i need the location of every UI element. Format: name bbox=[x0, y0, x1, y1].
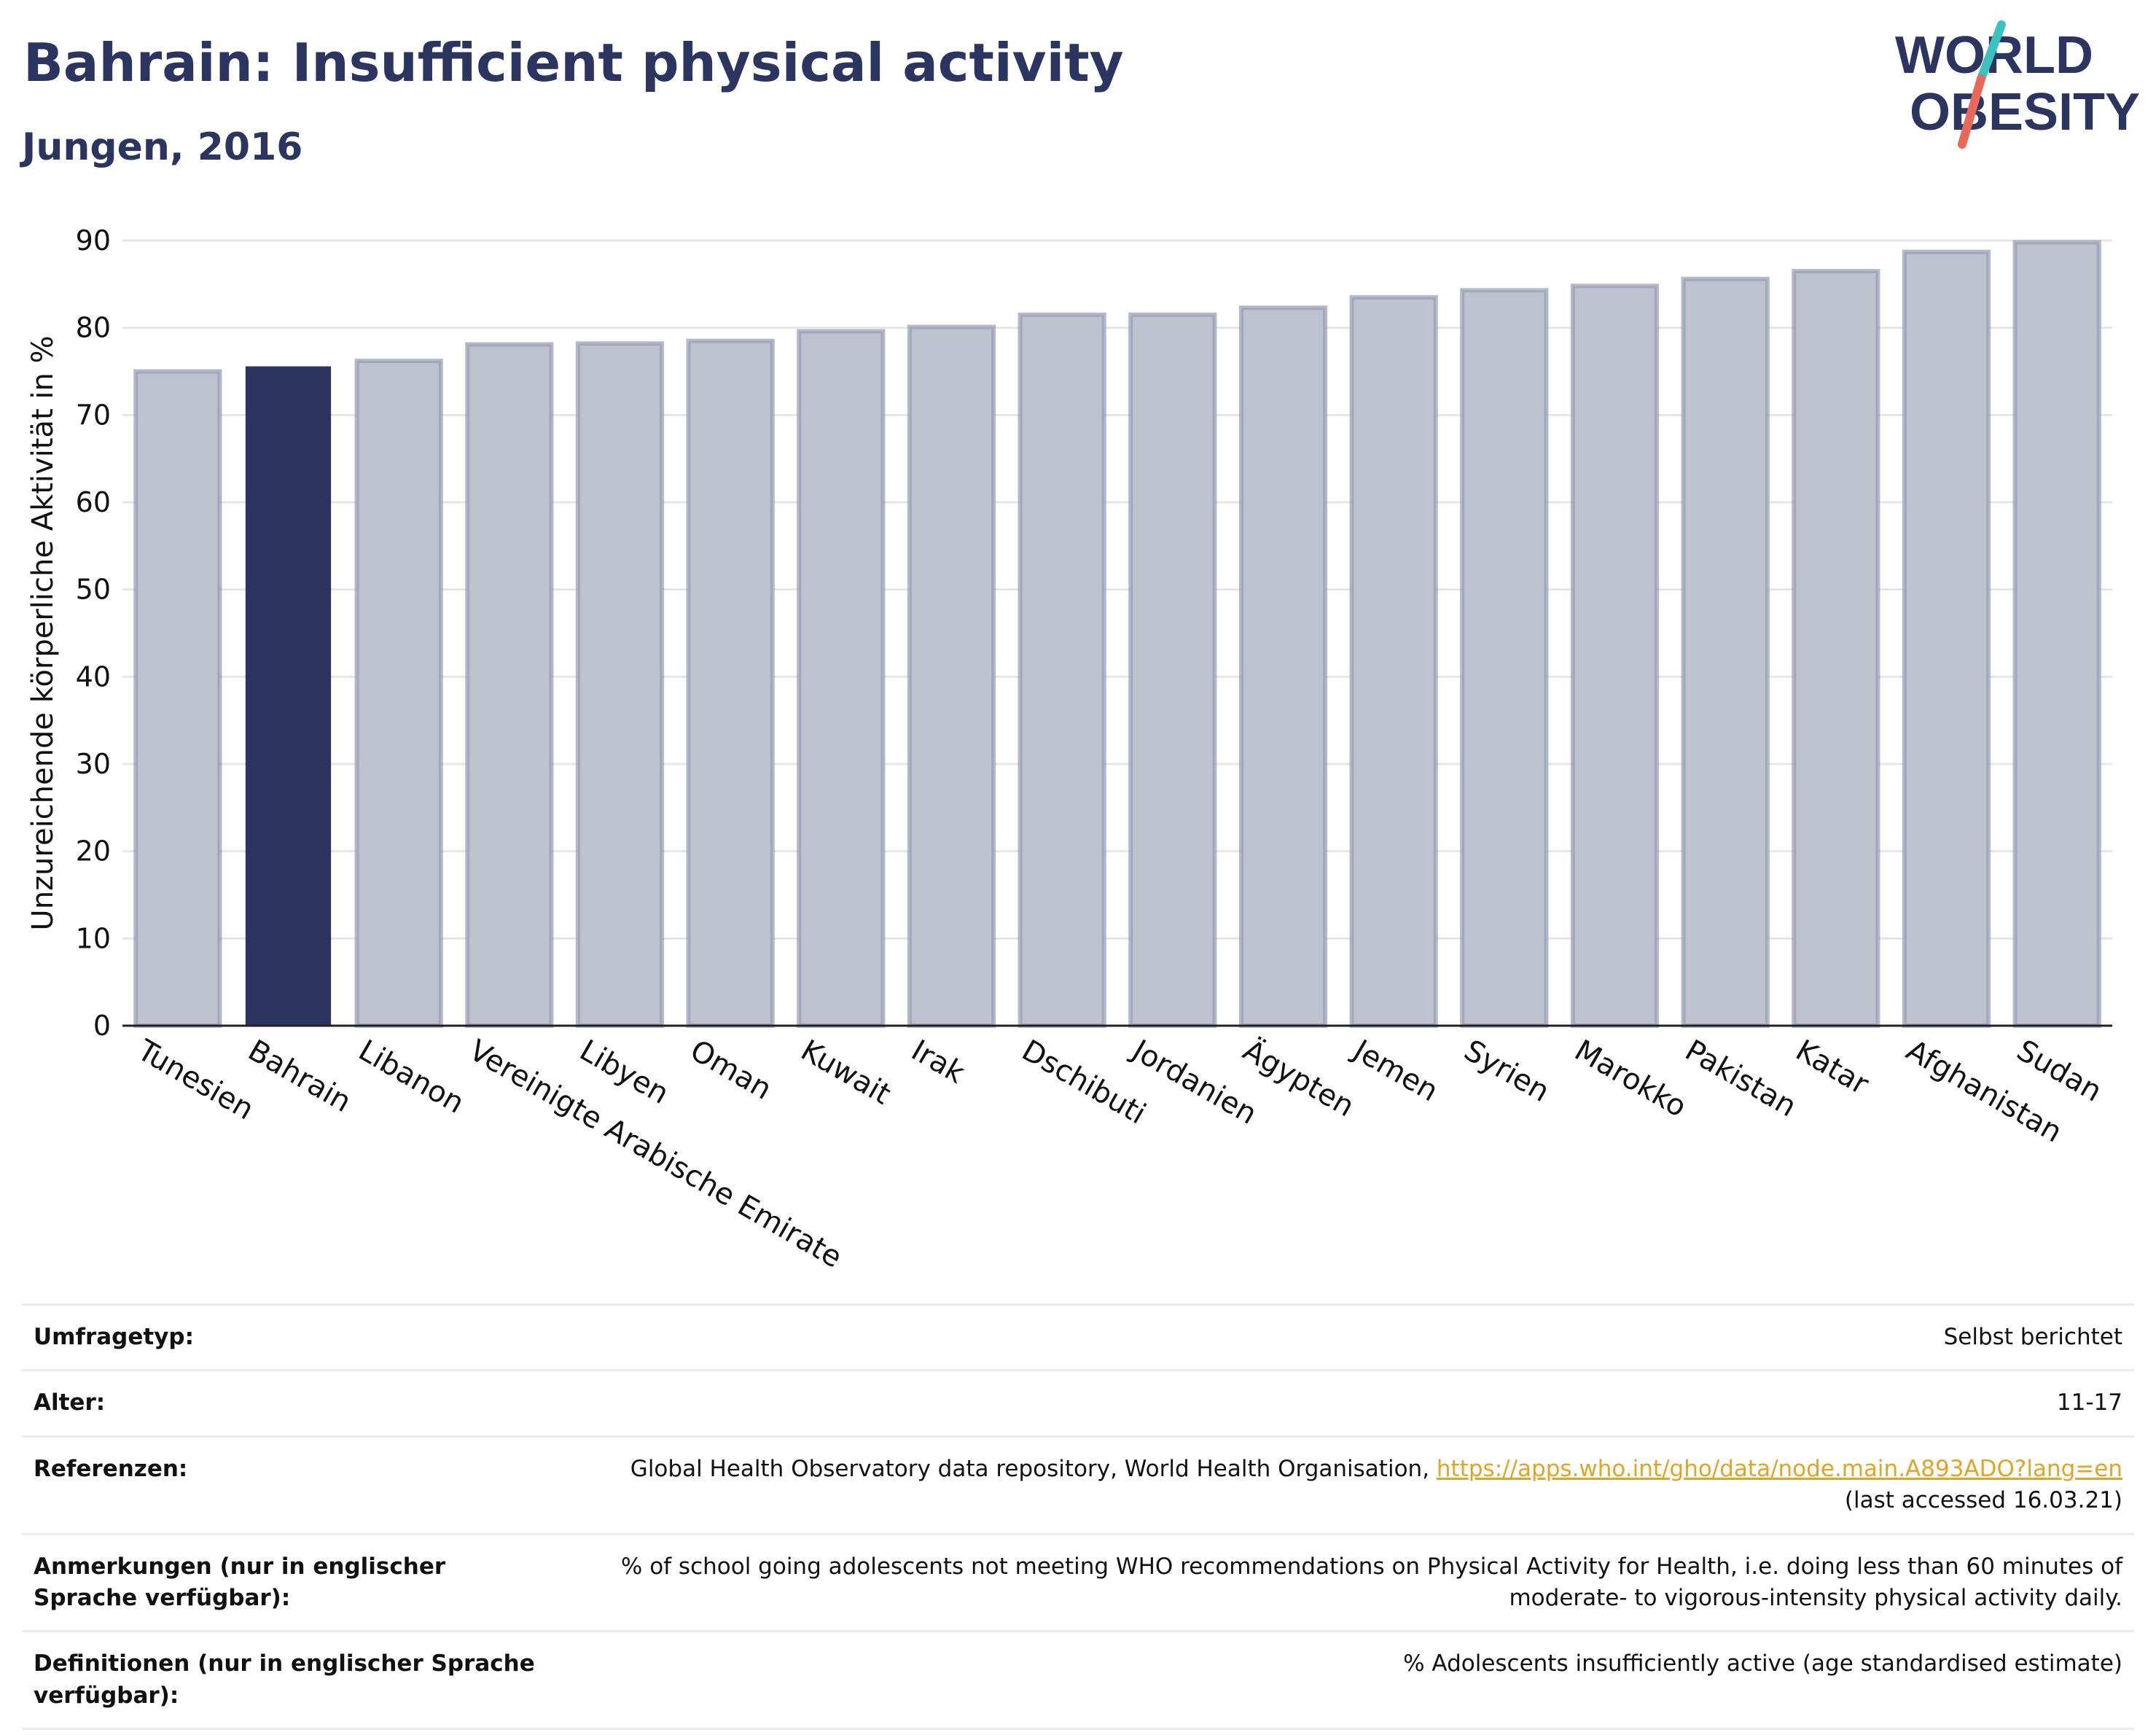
y-tick-label: 70 bbox=[76, 399, 111, 431]
survey-label: Umfragetyp: bbox=[34, 1324, 194, 1350]
x-tick-label: Vereinigte Arabische Emirate bbox=[464, 1034, 848, 1268]
bar-marokko bbox=[1570, 284, 1660, 1028]
bar-bahrain bbox=[245, 366, 332, 1026]
y-tick-label: 40 bbox=[76, 660, 111, 693]
logo-slash-bottom bbox=[1958, 74, 1985, 149]
bar-libanon bbox=[354, 359, 443, 1028]
info-row-notes: Anmerkungen (nur in englischer Sprache v… bbox=[22, 1534, 2134, 1631]
world-obesity-logo: WORLD OBESITY bbox=[1895, 20, 2140, 149]
y-tick-labels: 0 10 20 30 40 50 60 70 80 90 bbox=[76, 225, 111, 1042]
gridlines bbox=[122, 239, 2112, 940]
x-tick-label: Jemen bbox=[1346, 1032, 1444, 1108]
notes-value: % of school going adolescents not meetin… bbox=[620, 1553, 2122, 1611]
references-link[interactable]: https://apps.who.int/gho/data/node.main.… bbox=[1436, 1455, 2122, 1482]
chart-title: Bahrain: Insufficient physical activity bbox=[23, 32, 1124, 93]
y-tick-label: 20 bbox=[76, 835, 111, 868]
bar-syrien bbox=[1460, 288, 1549, 1028]
notes-label: Anmerkungen (nur in englischer Sprache v… bbox=[34, 1553, 446, 1611]
logo-line2: OBESITY bbox=[1910, 83, 2140, 141]
bar-tunesien bbox=[133, 369, 222, 1028]
bar-dschibuti bbox=[1018, 312, 1106, 1028]
x-tick-label: Oman bbox=[684, 1034, 777, 1107]
bar-sudan bbox=[2012, 240, 2101, 1029]
x-tick-label: Dschibuti bbox=[1016, 1034, 1152, 1131]
bar-oman bbox=[686, 338, 775, 1029]
bars bbox=[133, 240, 2101, 1029]
chart-subtitle: Jungen, 2016 bbox=[22, 125, 303, 169]
info-row-references: Referenzen: Global Health Observatory da… bbox=[22, 1436, 2134, 1535]
x-tick-label: Kuwait bbox=[795, 1034, 897, 1112]
bar-ägypten bbox=[1238, 305, 1328, 1029]
bar-kuwait bbox=[797, 329, 886, 1029]
y-tick-label: 50 bbox=[76, 574, 111, 606]
y-tick-label: 30 bbox=[76, 748, 111, 780]
definitions-value: % Adolescents insufficiently active (age… bbox=[1403, 1650, 2122, 1677]
definitions-label: Definitionen (nur in englischer Sprache … bbox=[34, 1650, 535, 1709]
x-tick-label: Irak bbox=[906, 1034, 971, 1091]
y-tick-label: 80 bbox=[76, 312, 111, 344]
references-value: Global Health Observatory data repositor… bbox=[555, 1436, 2134, 1534]
survey-value: Selbst berichtet bbox=[1943, 1324, 2122, 1350]
age-value: 11-17 bbox=[2056, 1389, 2122, 1416]
x-tick-label: Syrien bbox=[1458, 1034, 1555, 1109]
x-tick-label: Jordanien bbox=[1125, 1032, 1262, 1131]
x-tick-label: Katar bbox=[1790, 1034, 1875, 1102]
references-label: Referenzen: bbox=[34, 1455, 188, 1482]
bar-chart: 0 10 20 30 40 50 60 70 80 90 TunesienBahrainLiban… bbox=[26, 225, 2112, 1268]
info-row-age: Alter: 11-17 bbox=[22, 1370, 2134, 1437]
bar-pakistan bbox=[1681, 276, 1770, 1029]
info-table: Umfragetyp: Selbst berichtet Alter: 11-1… bbox=[22, 1303, 2134, 1730]
x-tick-label: Marokko bbox=[1569, 1034, 1692, 1124]
x-tick-label: Tunesien bbox=[131, 1033, 259, 1126]
bar-afghanistan bbox=[1902, 249, 1991, 1029]
bar-libyen bbox=[575, 341, 665, 1028]
references-accessed: (last accessed 16.03.21) bbox=[1844, 1487, 2122, 1514]
x-tick-label: Pakistan bbox=[1679, 1034, 1802, 1124]
x-tick-label: Bahrain bbox=[243, 1034, 357, 1119]
bar-irak bbox=[907, 324, 996, 1029]
y-tick-label: 60 bbox=[76, 486, 111, 518]
y-tick-label: 0 bbox=[93, 1010, 111, 1042]
bar-jordanien bbox=[1128, 312, 1217, 1028]
logo-slash-top bbox=[1977, 20, 2006, 83]
info-row-survey: Umfragetyp: Selbst berichtet bbox=[22, 1304, 2134, 1371]
references-text: Global Health Observatory data repositor… bbox=[630, 1455, 1437, 1482]
age-label: Alter: bbox=[34, 1389, 106, 1416]
bar-vereinigte-arabische-emirate bbox=[465, 342, 554, 1029]
y-axis-title: Unzureichende körperliche Aktivität in % bbox=[26, 335, 60, 930]
y-tick-label: 10 bbox=[76, 922, 111, 954]
info-row-definitions: Definitionen (nur in englischer Sprache … bbox=[22, 1631, 2134, 1729]
bar-jemen bbox=[1349, 295, 1438, 1029]
bar-katar bbox=[1792, 268, 1880, 1029]
x-tick-label: Libanon bbox=[353, 1034, 469, 1120]
y-tick-label: 90 bbox=[76, 225, 111, 257]
